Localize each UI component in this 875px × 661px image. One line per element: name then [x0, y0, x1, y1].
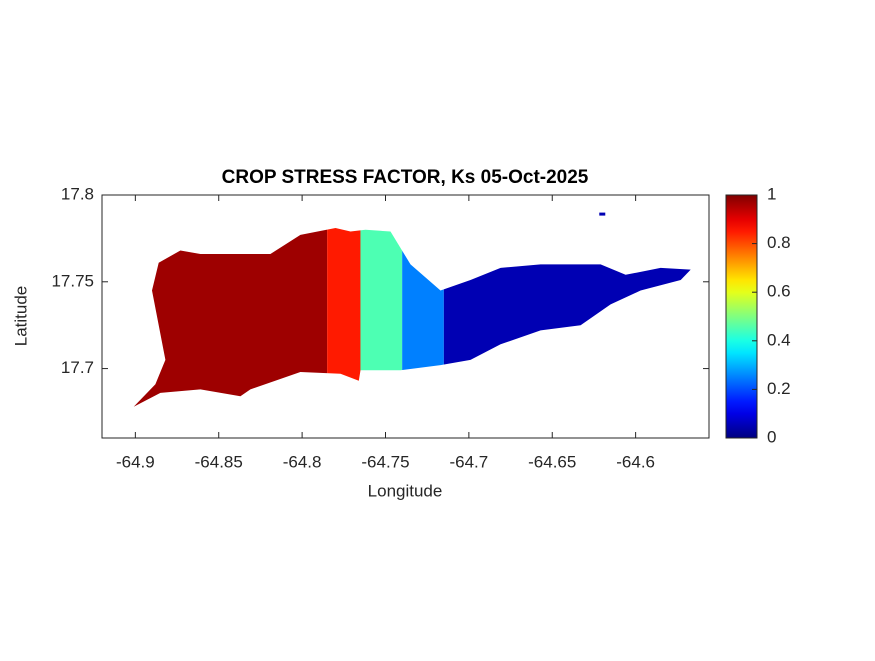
colorbar-tick-label: 0.8	[767, 233, 791, 252]
x-tick-label: -64.9	[116, 452, 155, 471]
y-tick-label: 17.8	[61, 184, 94, 203]
chart-title: CROP STRESS FACTOR, Ks 05-Oct-2025	[222, 167, 589, 188]
colorbar-tick-label: 0.2	[767, 379, 791, 398]
colorbar-tick-label: 1	[767, 184, 776, 203]
axes-box	[101, 194, 710, 439]
x-tick-label: -64.6	[616, 452, 655, 471]
y-axis-label: Latitude	[11, 286, 30, 347]
stress-point	[599, 212, 606, 216]
y-tick-label: 17.75	[51, 271, 94, 290]
colorbar-tick-label: 0	[767, 427, 776, 446]
x-tick-label: -64.75	[361, 452, 409, 471]
colorbar	[725, 194, 758, 439]
y-tick-label: 17.7	[61, 358, 94, 377]
x-tick-label: -64.85	[195, 452, 243, 471]
x-axis-label: Longitude	[368, 481, 443, 500]
colorbar-tick-label: 0.4	[767, 330, 791, 349]
colorbar-tick-label: 0.6	[767, 282, 791, 301]
x-tick-label: -64.8	[283, 452, 322, 471]
x-tick-label: -64.65	[528, 452, 576, 471]
x-tick-label: -64.7	[449, 452, 488, 471]
